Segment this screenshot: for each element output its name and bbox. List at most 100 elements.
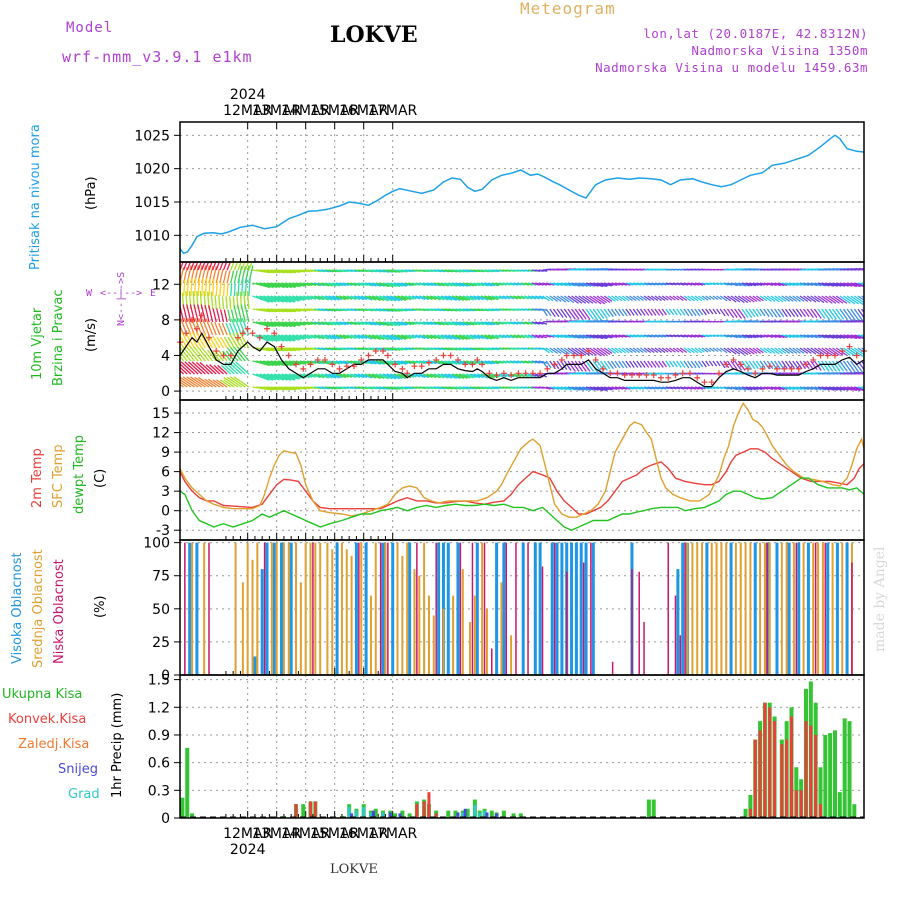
wind-arrow — [234, 318, 243, 336]
wind-arrow — [654, 295, 662, 302]
wind-arrow — [233, 262, 239, 271]
wind-arrow — [299, 360, 311, 365]
wind-arrow — [335, 360, 347, 365]
wind-arrow — [687, 386, 696, 390]
wind-arrow — [404, 360, 415, 364]
wind-gust-mark — [643, 372, 650, 379]
wind-arrow — [781, 282, 792, 286]
wind-arrow — [231, 361, 246, 375]
wind-arrow — [448, 373, 461, 379]
wind-arrow — [661, 295, 669, 301]
wind-arrow — [741, 334, 753, 339]
wind-arrow — [810, 308, 818, 319]
wind-arrow — [317, 295, 329, 301]
wind-arrow — [480, 334, 493, 340]
wind-arrow — [408, 282, 417, 286]
wind-arrow — [437, 360, 449, 365]
wind-arrow — [382, 373, 397, 380]
total-precip-bar — [501, 810, 506, 818]
conv-precip-bar — [748, 808, 752, 818]
wind-arrow — [636, 347, 644, 354]
panel-wind — [174, 261, 867, 401]
wind-arrow — [498, 373, 507, 378]
wind-arrow — [350, 360, 361, 365]
wind-arrow — [277, 321, 296, 328]
wind-arrow — [828, 295, 840, 304]
wind-arrow — [835, 295, 848, 304]
low-cloud-bar — [491, 648, 493, 675]
wind-arrow — [397, 334, 408, 340]
wind-arrow — [342, 321, 353, 325]
wind-arrow — [727, 334, 738, 339]
wind-arrow — [284, 295, 300, 302]
wind-arrow — [466, 360, 477, 365]
wind-arrow — [230, 270, 235, 284]
wind-arrow — [676, 360, 682, 368]
wind-arrow — [593, 282, 607, 288]
wind-arrow — [824, 295, 837, 304]
lonlat-label: lon,lat (20.0187E, 42.8312N) — [643, 26, 868, 41]
mid-cloud-bar — [418, 575, 421, 675]
wind-arrow — [857, 308, 864, 319]
panel-pressure — [174, 121, 865, 263]
wind-arrow — [190, 262, 195, 271]
wind-arrow — [437, 321, 449, 326]
wind-arrow — [549, 347, 559, 354]
wind-arrow — [277, 295, 296, 303]
wind-arrow — [332, 295, 343, 301]
wind-arrow — [567, 282, 581, 287]
wind-gust-mark — [522, 370, 529, 377]
high-cloud-bar — [574, 542, 578, 675]
wind-arrow — [531, 295, 540, 300]
wind-arrow — [506, 282, 515, 286]
wind-arrow — [180, 355, 185, 362]
wind-arrow — [186, 277, 190, 297]
wind-arrow — [458, 321, 471, 326]
wind-arrow — [498, 334, 507, 339]
wind-arrow — [705, 386, 712, 390]
wind-arrow — [361, 334, 373, 340]
low-cloud-bar — [824, 542, 827, 675]
top-day-label: 16MAR — [339, 103, 388, 119]
wind-arrow — [563, 295, 575, 304]
wind-arrow — [821, 360, 830, 372]
snow-precip-bar — [388, 812, 392, 818]
wind-arrow — [825, 386, 838, 391]
top-day-label: 15MAR — [310, 103, 359, 119]
wind-arrow — [313, 282, 325, 287]
wind-arrow — [650, 360, 657, 368]
wind-arrow — [604, 334, 614, 338]
wind-arrow — [839, 360, 848, 372]
wind-arrow — [603, 360, 611, 370]
wind-gust-mark — [723, 361, 730, 368]
wind-arrow — [371, 373, 385, 379]
wind-gust-mark — [433, 356, 440, 363]
high-cloud-bar — [729, 542, 733, 675]
wind-arrow — [198, 318, 206, 336]
wind-arrow — [621, 360, 628, 369]
wind-arrow — [546, 386, 555, 390]
wind-arrow — [182, 376, 199, 388]
wind-arrow — [200, 304, 207, 323]
wind-arrow — [676, 282, 685, 286]
wind-arrow — [741, 347, 752, 355]
wind-arrow — [214, 295, 217, 310]
wind-arrow — [622, 282, 631, 286]
wind-arrow — [683, 386, 693, 390]
wind-arrow — [233, 270, 238, 284]
wind-arrow — [386, 295, 400, 302]
wind-arrow — [795, 347, 805, 354]
wind-arrow — [781, 386, 792, 390]
wind-arrow — [672, 360, 678, 368]
wind-arrow — [549, 334, 560, 338]
wind-arrow — [368, 360, 382, 365]
mid-cloud-bar — [485, 608, 488, 675]
wind-arrow — [292, 321, 305, 326]
wind-arrow — [795, 360, 803, 370]
wind-arrow — [390, 360, 403, 365]
wind-gust-mark — [701, 379, 708, 386]
wind-arrow — [567, 386, 581, 391]
wind-arrow — [426, 373, 437, 379]
wind-arrow — [415, 373, 426, 379]
wind-gust-mark — [418, 363, 425, 370]
